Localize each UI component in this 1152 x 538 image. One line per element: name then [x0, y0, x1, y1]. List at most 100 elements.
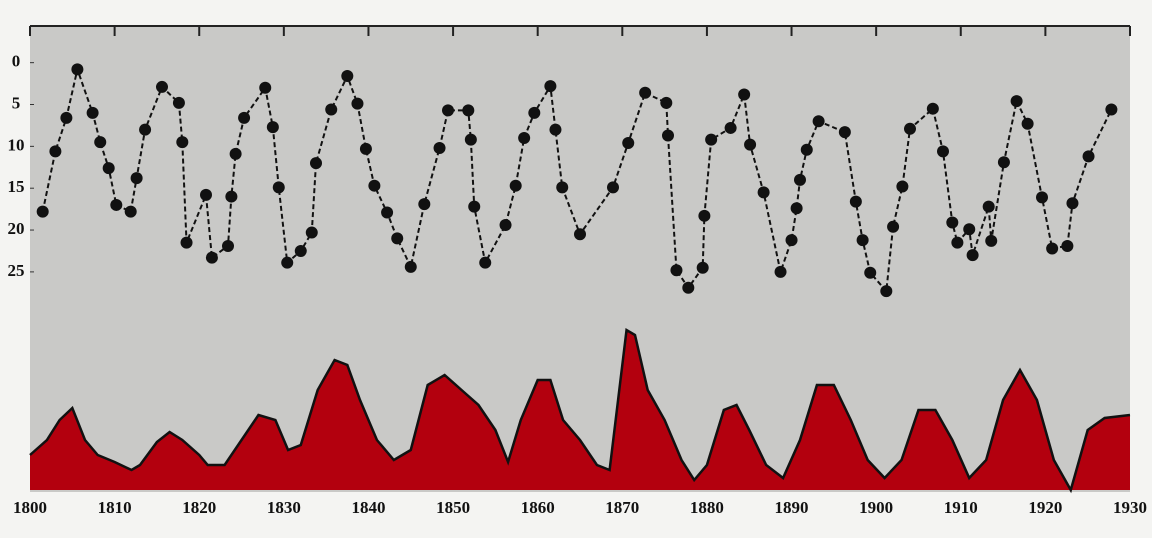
data-point	[124, 205, 137, 218]
x-tick-label: 1870	[605, 498, 639, 517]
data-point	[790, 202, 803, 215]
data-point	[963, 223, 976, 236]
data-point	[896, 180, 909, 193]
data-area	[30, 330, 1130, 490]
y-tick-label: 5	[12, 93, 21, 112]
data-point	[205, 251, 218, 264]
data-point	[310, 157, 322, 170]
data-point	[464, 133, 477, 146]
x-tick-label: 1900	[859, 498, 893, 517]
data-point	[229, 147, 242, 160]
data-point	[757, 186, 770, 199]
data-point	[479, 256, 492, 269]
data-point	[812, 115, 825, 128]
data-point	[462, 104, 475, 117]
data-point	[880, 285, 893, 298]
data-point	[433, 142, 446, 155]
y-tick-label: 10	[8, 135, 25, 154]
data-point	[549, 123, 562, 136]
data-point	[574, 228, 586, 241]
y-tick-label: 15	[8, 177, 25, 196]
data-point	[997, 156, 1010, 169]
data-point	[800, 143, 813, 156]
x-tick-label: 1800	[13, 498, 47, 517]
data-point	[391, 232, 404, 245]
data-point	[294, 244, 307, 257]
data-point	[71, 63, 84, 76]
data-point	[404, 260, 417, 273]
y-tick-label: 25	[8, 261, 25, 280]
data-point	[660, 96, 673, 109]
data-point	[94, 136, 107, 149]
data-point	[200, 188, 212, 201]
data-point	[381, 206, 394, 219]
data-point	[838, 126, 851, 139]
x-tick-label: 1910	[944, 498, 978, 517]
data-point	[86, 106, 99, 119]
data-point	[418, 198, 431, 211]
x-tick-label: 1860	[521, 498, 555, 517]
x-tick-label: 1890	[775, 498, 809, 517]
data-point	[724, 121, 737, 134]
data-point	[744, 138, 757, 151]
data-point	[180, 236, 193, 249]
data-point	[887, 220, 900, 233]
data-point	[238, 111, 251, 124]
data-point	[705, 133, 718, 146]
y-tick-label: 0	[12, 52, 21, 71]
data-point	[172, 96, 185, 109]
data-point	[985, 234, 998, 247]
data-point	[698, 209, 711, 222]
data-point	[368, 179, 381, 192]
data-point	[49, 145, 62, 158]
data-point	[966, 249, 979, 262]
data-point	[774, 265, 787, 278]
data-point	[351, 97, 364, 110]
data-point	[60, 111, 73, 124]
y-tick-label: 20	[8, 219, 25, 238]
data-point	[864, 266, 877, 279]
area-outline	[29, 327, 1131, 494]
data-point	[266, 121, 279, 134]
data-point	[1105, 103, 1118, 116]
x-tick-label: 1830	[267, 498, 301, 517]
data-point	[937, 145, 949, 158]
x-tick-label: 1810	[98, 498, 132, 517]
plot-background	[30, 25, 1130, 492]
data-point	[528, 106, 541, 119]
data-point	[130, 172, 143, 185]
x-tick-label: 1880	[690, 498, 724, 517]
data-point	[1021, 117, 1034, 130]
data-point	[110, 198, 123, 211]
data-point	[670, 264, 683, 277]
data-point	[359, 142, 372, 155]
data-point	[926, 102, 939, 115]
x-tick-label: 1920	[1028, 498, 1062, 517]
x-tick-label: 1840	[351, 498, 385, 517]
data-point	[662, 129, 674, 142]
data-point	[982, 200, 995, 213]
data-point	[607, 181, 619, 194]
data-point	[1066, 197, 1079, 210]
data-point	[305, 226, 318, 239]
data-point	[259, 81, 272, 94]
data-point	[341, 70, 354, 83]
data-line	[41, 65, 1113, 294]
data-point	[139, 123, 152, 136]
data-point	[682, 281, 695, 294]
data-point	[272, 181, 285, 194]
data-point	[1036, 191, 1048, 204]
data-point	[36, 205, 49, 218]
x-tick-label: 1850	[436, 498, 470, 517]
data-point	[794, 173, 806, 186]
data-point	[639, 86, 652, 99]
data-point	[785, 234, 798, 247]
data-point	[225, 190, 238, 203]
data-point	[1082, 150, 1095, 163]
data-point	[849, 195, 862, 208]
data-point	[1046, 242, 1059, 255]
data-point	[856, 234, 869, 247]
data-point	[156, 80, 168, 93]
data-point	[176, 136, 189, 149]
